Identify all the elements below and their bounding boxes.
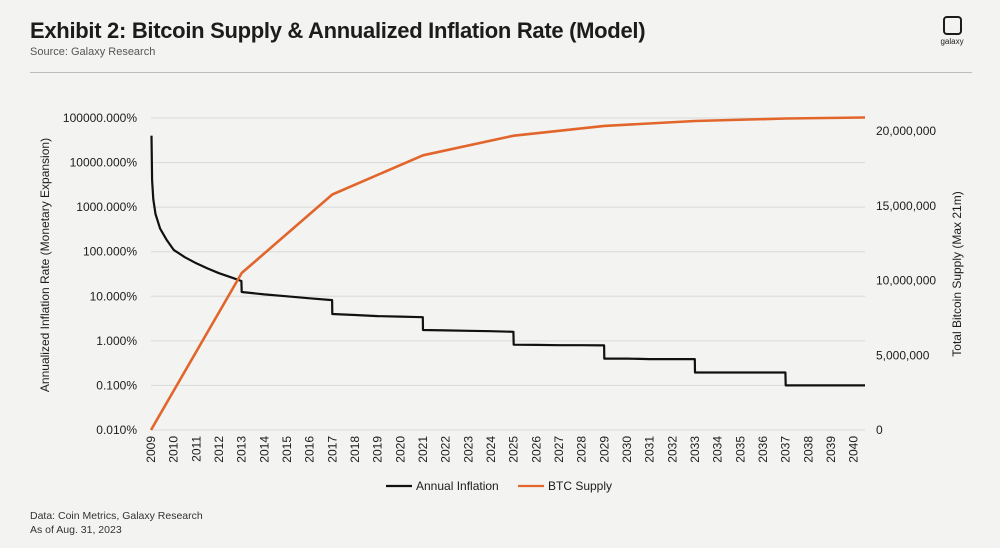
left-tick-label: 0.100%	[96, 378, 137, 392]
legend-label-annual-inflation: Annual Inflation	[416, 479, 499, 493]
right-tick-label: 20,000,000	[876, 124, 936, 138]
left-tick-label: 10000.000%	[70, 156, 138, 170]
x-tick-label: 2035	[733, 436, 747, 463]
x-tick-label: 2018	[348, 436, 362, 463]
chart-title: Exhibit 2: Bitcoin Supply & Annualized I…	[30, 18, 646, 43]
legend-label-btc-supply: BTC Supply	[548, 479, 612, 493]
x-tick-label: 2023	[461, 436, 475, 463]
x-tick-label: 2030	[620, 436, 634, 463]
series-line-annual-inflation	[150, 135, 865, 387]
logo-text: galaxy	[940, 37, 964, 46]
footer-data-source: Data: Coin Metrics, Galaxy Research	[30, 510, 203, 522]
right-tick-label: 0	[876, 423, 883, 437]
x-tick-label: 2038	[801, 436, 815, 463]
left-tick-label: 100.000%	[83, 245, 137, 259]
x-tick-label: 2009	[144, 436, 158, 463]
x-tick-label: 2019	[371, 436, 385, 463]
galaxy-logo-icon	[942, 16, 962, 35]
x-tick-label: 2012	[212, 436, 226, 463]
x-tick-label: 2017	[325, 436, 339, 463]
right-tick-label: 10,000,000	[876, 274, 936, 288]
x-tick-label: 2039	[824, 436, 838, 463]
x-tick-label: 2027	[552, 436, 566, 463]
right-tick-label: 5,000,000	[876, 348, 930, 362]
series-line-btc-supply	[149, 116, 866, 431]
x-tick-label: 2031	[643, 436, 657, 463]
chart-source: Source: Galaxy Research	[30, 46, 156, 58]
legend: Annual Inflation BTC Supply	[386, 479, 612, 493]
x-tick-label: 2013	[235, 436, 249, 463]
x-tick-label: 2014	[257, 436, 271, 463]
left-tick-label: 1.000%	[96, 334, 137, 348]
right-axis-ticks: 0 5,000,000 10,000,000 15,000,000 20,000,000	[876, 124, 936, 437]
header-divider	[30, 72, 972, 73]
left-tick-label: 10.000%	[90, 289, 138, 303]
x-tick-label: 2016	[303, 436, 317, 463]
x-tick-label: 2025	[507, 436, 521, 463]
left-axis-title: Annualized Inflation Rate (Monetary Expa…	[38, 138, 52, 392]
x-tick-label: 2033	[688, 436, 702, 463]
x-tick-label: 2011	[189, 436, 203, 462]
x-tick-label: 2037	[779, 436, 793, 463]
x-tick-label: 2022	[439, 436, 453, 463]
chart-canvas: 0.010% 0.100% 1.000% 10.000% 100.000% 1000.00…	[38, 111, 964, 493]
galaxy-logo: galaxy	[932, 16, 972, 46]
right-tick-label: 15,000,000	[876, 199, 936, 213]
left-tick-label: 100000.000%	[63, 111, 137, 125]
x-tick-label: 2040	[847, 436, 861, 463]
x-axis-ticks: 2009 2010 2011 2012 2013 2014 2015 2016 2017 2018…	[144, 436, 861, 463]
left-axis-ticks: 0.010% 0.100% 1.000% 10.000% 100.000% 1000.00…	[63, 111, 137, 437]
left-tick-label: 0.010%	[96, 423, 137, 437]
x-tick-label: 2028	[575, 436, 589, 463]
gridlines	[151, 117, 865, 431]
series-layer	[149, 116, 866, 431]
x-tick-label: 2036	[756, 436, 770, 463]
x-tick-label: 2024	[484, 436, 498, 463]
footer: Data: Coin Metrics, Galaxy Research As o…	[30, 509, 203, 537]
footer-date: As of Aug. 31, 2023	[30, 524, 122, 536]
right-axis-title: Total Bitcoin Supply (Max 21m)	[950, 191, 964, 356]
x-tick-label: 2034	[711, 436, 725, 463]
x-tick-label: 2026	[529, 436, 543, 463]
x-tick-label: 2029	[597, 436, 611, 463]
x-tick-label: 2015	[280, 436, 294, 463]
x-tick-label: 2010	[167, 436, 181, 463]
x-tick-label: 2020	[393, 436, 407, 463]
x-tick-label: 2032	[665, 436, 679, 463]
x-tick-label: 2021	[416, 436, 430, 463]
left-tick-label: 1000.000%	[76, 200, 137, 214]
